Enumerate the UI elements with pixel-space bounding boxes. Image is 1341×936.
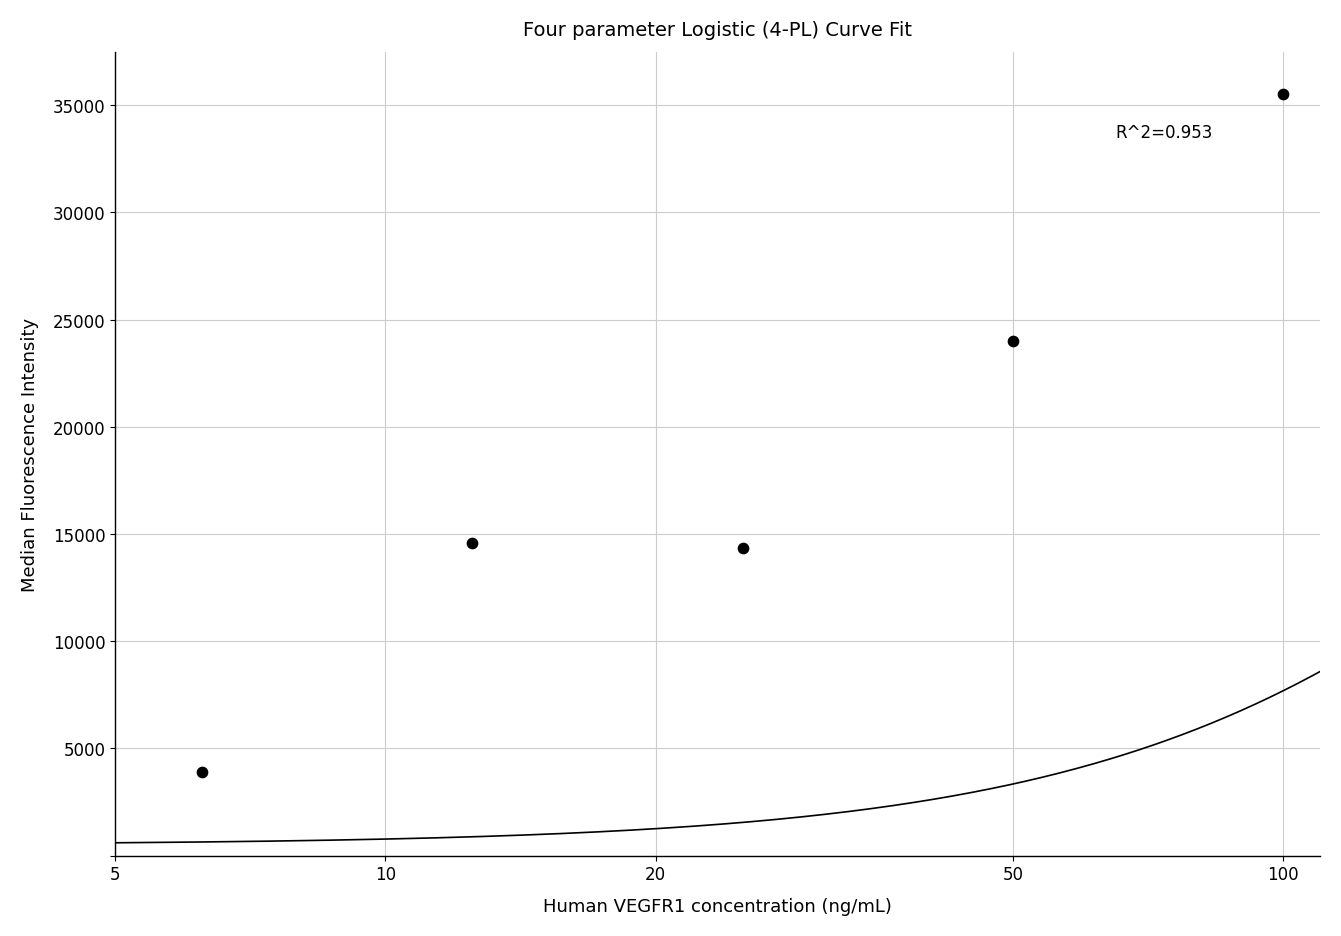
Point <box>1273 88 1294 103</box>
Point <box>1002 334 1023 349</box>
Point <box>732 541 754 556</box>
Y-axis label: Median Fluorescence Intensity: Median Fluorescence Intensity <box>21 317 39 591</box>
Text: R^2=0.953: R^2=0.953 <box>1116 124 1212 142</box>
Point <box>461 535 483 550</box>
Point <box>192 765 213 780</box>
Title: Four parameter Logistic (4-PL) Curve Fit: Four parameter Logistic (4-PL) Curve Fit <box>523 21 912 40</box>
X-axis label: Human VEGFR1 concentration (ng/mL): Human VEGFR1 concentration (ng/mL) <box>543 898 892 915</box>
